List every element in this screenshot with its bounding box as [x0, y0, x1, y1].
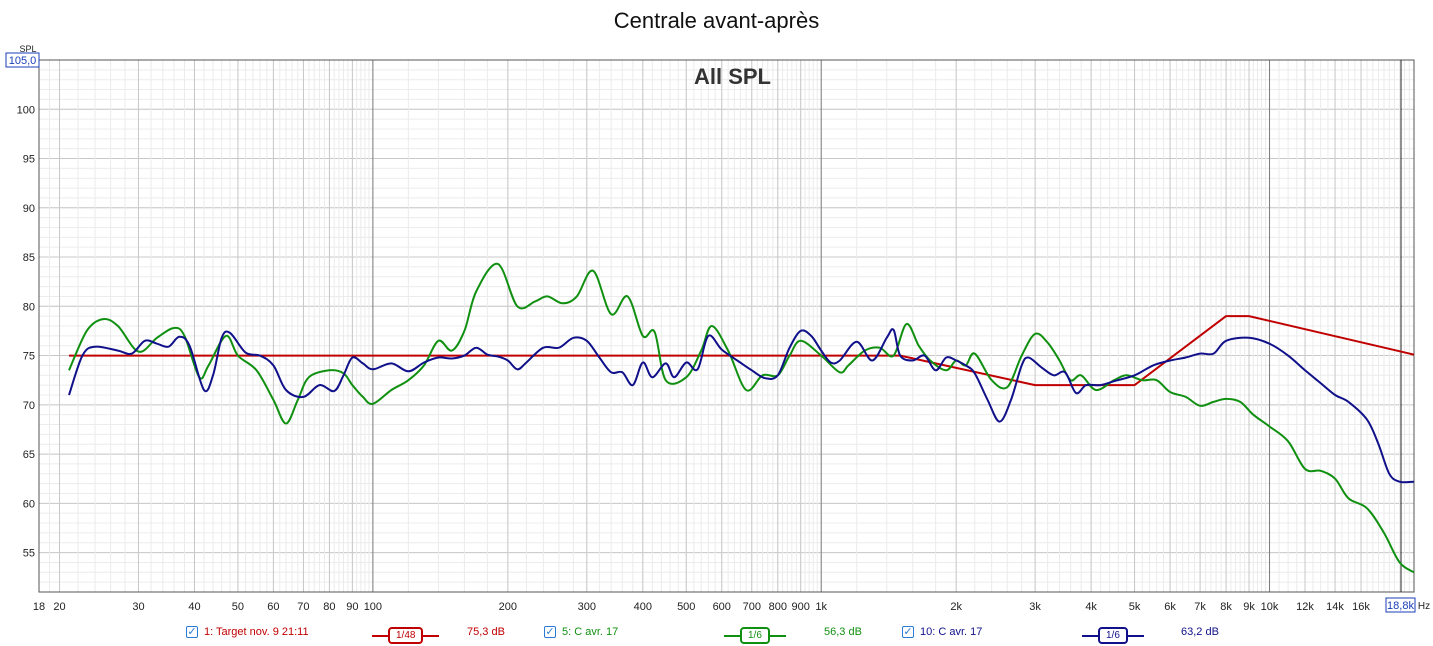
x-tick-label: 900	[792, 601, 810, 613]
x-range-value: 18,8k	[1387, 600, 1414, 612]
level-value: 63,2 dB	[1181, 626, 1219, 638]
smoothing-label: 1/6	[740, 627, 770, 644]
y-tick-label: 60	[23, 498, 35, 510]
x-tick-label: 1k	[815, 601, 827, 613]
x-tick-label: 100	[364, 601, 382, 613]
x-tick-label: 18	[33, 601, 45, 613]
x-tick-label: 4k	[1085, 601, 1097, 613]
x-tick-label: 14k	[1326, 601, 1344, 613]
x-tick-label: 60	[267, 601, 279, 613]
smoothing-label: 1/6	[1098, 627, 1128, 644]
y-range-value: 105,0	[9, 55, 37, 67]
checkbox-icon[interactable]: ✓	[902, 626, 914, 638]
y-range-box	[5, 52, 40, 68]
chart-title: Centrale avant-après	[613, 8, 820, 33]
smoothing-control-c-avr-17-b[interactable]: 1/6	[1082, 627, 1144, 644]
y-tick-label: 55	[23, 548, 35, 560]
legend: ✓ 1: Target nov. 9 21:11 1/48 75,3 dB ✓ …	[0, 626, 1433, 644]
legend-label: 1: Target nov. 9 21:11	[204, 626, 309, 638]
x-tick-label: 70	[297, 601, 309, 613]
legend-item-target[interactable]: ✓ 1: Target nov. 9 21:11	[186, 626, 309, 638]
x-tick-label: 90	[346, 601, 358, 613]
series-line-3	[68, 328, 1414, 484]
x-unit-label: Hz	[1418, 601, 1430, 612]
x-tick-label: 3k	[1029, 601, 1041, 613]
y-tick-label: 65	[23, 449, 35, 461]
x-tick-label: 8k	[1220, 601, 1232, 613]
plot-frame	[38, 59, 1415, 593]
x-tick-label: 7k	[1194, 601, 1206, 613]
x-tick-label: 300	[578, 601, 596, 613]
x-tick-label: 800	[769, 601, 787, 613]
x-range-box	[1385, 597, 1416, 613]
legend-label: 5: C avr. 17	[562, 626, 619, 638]
x-tick-label: 2k	[950, 601, 962, 613]
series-line-2	[68, 262, 1414, 574]
legend-item-c-avr-17-b[interactable]: ✓ 10: C avr. 17	[902, 626, 982, 638]
y-tick-label: 100	[17, 104, 35, 116]
checkbox-icon[interactable]: ✓	[186, 626, 198, 638]
y-tick-label: 85	[23, 252, 35, 264]
x-tick-label: 5k	[1129, 601, 1141, 613]
x-tick-label: 40	[188, 601, 200, 613]
x-tick-label: 200	[499, 601, 517, 613]
x-tick-label: 700	[743, 601, 761, 613]
x-tick-label: 30	[132, 601, 144, 613]
x-tick-label: 500	[677, 601, 695, 613]
chart-subtitle: All SPL	[694, 64, 771, 89]
x-tick-label: 20	[53, 601, 65, 613]
x-tick-label: 50	[232, 601, 244, 613]
y-axis-label: SPL	[19, 44, 36, 54]
legend-item-c-avr-17-a[interactable]: ✓ 5: C avr. 17	[544, 626, 618, 638]
x-tick-label: 600	[713, 601, 731, 613]
checkbox-icon[interactable]: ✓	[544, 626, 556, 638]
x-tick-label: 10k	[1261, 601, 1279, 613]
level-value: 56,3 dB	[824, 626, 862, 638]
smoothing-control-c-avr-17-a[interactable]: 1/6	[724, 627, 786, 644]
smoothing-control-target[interactable]: 1/48	[372, 627, 440, 644]
y-tick-label: 90	[23, 203, 35, 215]
y-tick-label: 75	[23, 351, 35, 363]
x-tick-label: 12k	[1296, 601, 1314, 613]
smoothing-label: 1/48	[388, 627, 424, 644]
x-tick-label: 16k	[1352, 601, 1370, 613]
level-value: 75,3 dB	[467, 626, 505, 638]
y-tick-label: 95	[23, 154, 35, 166]
x-tick-label: 80	[323, 601, 335, 613]
y-tick-label: 80	[23, 301, 35, 313]
y-tick-label: 70	[23, 400, 35, 412]
legend-label: 10: C avr. 17	[920, 626, 983, 638]
x-tick-label: 6k	[1164, 601, 1176, 613]
x-tick-label: 9k	[1243, 601, 1255, 613]
x-tick-label: 400	[634, 601, 652, 613]
